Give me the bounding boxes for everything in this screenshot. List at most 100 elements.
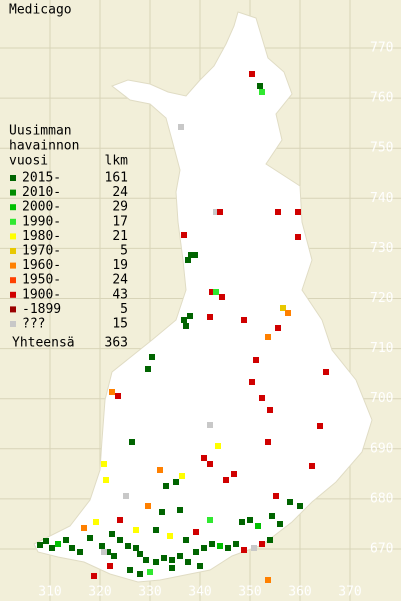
observation-square — [179, 473, 185, 479]
observation-square — [161, 555, 167, 561]
observation-square — [215, 443, 221, 449]
observation-square — [101, 549, 107, 555]
observation-square — [185, 257, 191, 263]
observation-square — [275, 325, 281, 331]
observation-square — [265, 577, 271, 583]
legend-swatch — [10, 189, 16, 196]
observation-square — [213, 289, 219, 295]
y-axis-label: 770 — [370, 41, 393, 56]
observation-square — [233, 541, 239, 547]
observation-square — [259, 395, 265, 401]
observation-square — [207, 314, 213, 320]
legend-label: 1900- — [22, 287, 61, 302]
observation-square — [183, 323, 189, 329]
legend-swatch — [10, 306, 16, 313]
y-axis-label: 700 — [370, 391, 393, 406]
observation-square — [309, 463, 315, 469]
observation-square — [231, 471, 237, 477]
legend-count-heading: lkm — [105, 154, 129, 169]
observation-square — [275, 209, 281, 215]
legend-swatch — [10, 218, 16, 225]
legend-count: 161 — [105, 171, 128, 186]
observation-square — [87, 535, 93, 541]
observation-square — [49, 545, 55, 551]
observation-square — [241, 547, 247, 553]
y-axis-label: 730 — [370, 241, 393, 256]
legend-heading: Uusimman — [9, 124, 72, 139]
observation-square — [219, 294, 225, 300]
observation-square — [249, 71, 255, 77]
axis-labels: 770 760 750 740 730 720 710 700 690 680 670 310 320 3… — [38, 41, 393, 600]
observation-square — [133, 545, 139, 551]
x-axis-label: 350 — [238, 585, 261, 600]
observation-square — [137, 571, 143, 577]
observation-square — [117, 537, 123, 543]
observation-square — [269, 513, 275, 519]
y-axis-label: 710 — [370, 341, 393, 356]
legend-heading: havainnon — [9, 139, 79, 154]
legend-label: 2015- — [22, 171, 61, 186]
legend-count: 43 — [112, 287, 128, 302]
legend-swatch — [10, 233, 16, 240]
legend-swatch — [10, 175, 16, 181]
observation-square — [163, 483, 169, 489]
observation-square — [129, 439, 135, 445]
finland-outline — [33, 11, 373, 583]
observation-square — [37, 542, 43, 548]
observation-square — [109, 389, 115, 395]
observation-square — [265, 439, 271, 445]
observation-square — [143, 557, 149, 563]
observation-square — [77, 549, 83, 555]
observation-square — [159, 509, 165, 515]
observation-square — [147, 569, 153, 575]
observation-square — [81, 525, 87, 531]
legend-count: 5 — [120, 244, 128, 259]
observation-square — [178, 124, 184, 130]
y-axis-label: 670 — [370, 542, 393, 557]
observation-square — [177, 507, 183, 513]
observation-square — [55, 541, 61, 547]
observation-square — [259, 89, 265, 95]
legend-count: 21 — [112, 229, 128, 244]
observation-square — [153, 559, 159, 565]
observation-square — [249, 379, 255, 385]
legend-swatch — [10, 248, 16, 254]
observation-square — [115, 393, 121, 399]
observation-square — [127, 567, 133, 573]
legend-swatch — [10, 262, 16, 269]
observation-square — [133, 527, 139, 533]
legend-count: 17 — [112, 214, 128, 229]
legend-heading: vuosi — [9, 154, 48, 169]
observation-square — [197, 563, 203, 569]
observation-square — [177, 553, 183, 559]
legend-label: 2000- — [22, 200, 61, 215]
legend-total-label: Yhteensä — [12, 336, 75, 351]
observation-square — [225, 545, 231, 551]
legend-swatch — [10, 277, 16, 284]
observation-square — [149, 354, 155, 360]
observation-square — [117, 517, 123, 523]
observation-square — [91, 573, 97, 579]
legend-swatch — [10, 204, 16, 211]
y-axis-label: 680 — [370, 491, 393, 506]
observation-square — [111, 553, 117, 559]
observation-square — [181, 232, 187, 238]
observation-square — [295, 209, 301, 215]
observation-square — [241, 317, 247, 323]
observation-square — [173, 479, 179, 485]
observation-square — [187, 313, 193, 319]
x-axis-label: 340 — [188, 585, 211, 600]
observation-square — [217, 209, 223, 215]
x-axis-label: 370 — [338, 585, 361, 600]
observation-square — [137, 551, 143, 557]
observation-square — [259, 541, 265, 547]
observation-square — [247, 517, 253, 523]
y-axis-label: 750 — [370, 141, 393, 156]
observation-square — [123, 493, 129, 499]
observation-square — [193, 549, 199, 555]
observation-square — [253, 357, 259, 363]
observation-square — [207, 461, 213, 467]
legend-count: 19 — [112, 258, 128, 273]
legend-count: 5 — [120, 302, 128, 317]
